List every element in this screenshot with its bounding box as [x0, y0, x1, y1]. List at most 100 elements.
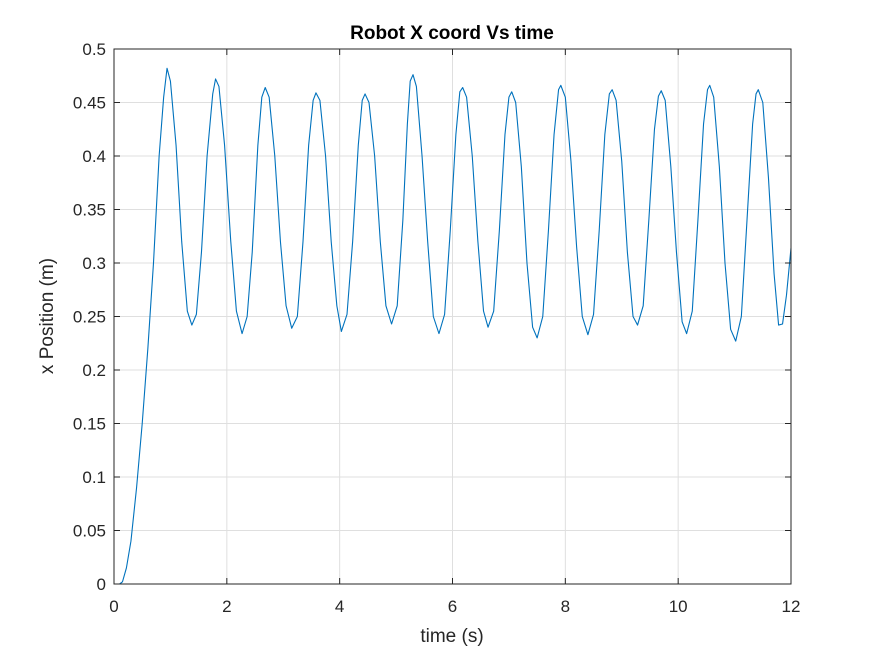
data-point	[410, 81, 411, 82]
data-point	[686, 333, 687, 334]
data-point	[269, 97, 270, 98]
data-point	[407, 123, 408, 124]
data-point	[558, 89, 559, 90]
data-point	[364, 93, 365, 94]
data-point	[147, 348, 148, 349]
x-tick-label: 4	[335, 597, 344, 616]
data-point	[682, 321, 683, 322]
data-point	[782, 323, 783, 324]
data-point	[166, 68, 167, 69]
x-tick-labels: 0 2 4 6 8 10 12	[109, 597, 800, 616]
data-point	[508, 97, 509, 98]
data-point	[477, 241, 478, 242]
data-point	[368, 102, 369, 103]
data-point	[159, 155, 160, 156]
data-point	[570, 161, 571, 162]
data-point	[187, 311, 188, 312]
data-point	[676, 252, 677, 253]
data-point	[444, 314, 445, 315]
data-point	[358, 145, 359, 146]
series-layer	[114, 67, 792, 585]
data-point	[654, 129, 655, 130]
data-point	[308, 145, 309, 146]
data-point	[297, 316, 298, 317]
data-point	[196, 314, 197, 315]
data-point	[206, 155, 207, 156]
data-point	[582, 316, 583, 317]
data-point	[773, 273, 774, 274]
data-point	[548, 230, 549, 231]
data-point	[136, 487, 137, 488]
data-point	[319, 100, 320, 101]
data-point	[604, 134, 605, 135]
data-point	[658, 95, 659, 96]
data-point	[719, 166, 720, 167]
data-point	[778, 324, 779, 325]
data-point	[511, 91, 512, 92]
data-point	[746, 220, 747, 221]
data-point	[374, 155, 375, 156]
data-point	[627, 252, 628, 253]
data-point	[236, 311, 237, 312]
data-point	[265, 87, 266, 88]
data-point	[670, 166, 671, 167]
y-tick-label: 0.5	[82, 40, 106, 59]
data-point	[247, 316, 248, 317]
series-line	[114, 67, 792, 585]
data-point	[576, 246, 577, 247]
data-point	[762, 102, 763, 103]
data-point	[724, 262, 725, 263]
y-tick-label: 0.45	[73, 94, 106, 113]
tick-marks	[113, 48, 792, 585]
data-point	[758, 89, 759, 90]
data-point	[621, 161, 622, 162]
data-point	[181, 241, 182, 242]
data-point	[218, 86, 219, 87]
y-tick-label: 0.15	[73, 415, 106, 434]
data-point	[421, 155, 422, 156]
x-tick-label: 6	[448, 597, 457, 616]
y-tick-label: 0	[97, 575, 106, 594]
data-point	[313, 100, 314, 101]
data-point	[752, 123, 753, 124]
data-point	[302, 241, 303, 242]
y-tick-label: 0.3	[82, 254, 106, 273]
data-point	[201, 252, 202, 253]
data-point	[427, 241, 428, 242]
data-point	[697, 220, 698, 221]
y-axis-label: x Position (m)	[37, 258, 58, 374]
data-point	[280, 241, 281, 242]
data-point	[637, 324, 638, 325]
data-point	[325, 155, 326, 156]
x-tick-label: 12	[782, 597, 801, 616]
data-point	[741, 316, 742, 317]
data-point	[175, 145, 176, 146]
x-axis-label: time (s)	[420, 626, 483, 647]
data-point	[462, 87, 463, 88]
data-point	[291, 328, 292, 329]
data-point	[126, 567, 127, 568]
x-tick-label: 10	[669, 597, 688, 616]
data-point	[755, 93, 756, 94]
data-point	[257, 145, 258, 146]
data-point	[609, 93, 610, 94]
data-point	[391, 323, 392, 324]
data-point	[483, 311, 484, 312]
x-tick-label: 2	[222, 597, 231, 616]
data-point	[416, 86, 417, 87]
data-point	[730, 329, 731, 330]
data-point	[130, 541, 131, 542]
data-point	[768, 177, 769, 178]
data-point	[472, 155, 473, 156]
data-point	[515, 102, 516, 103]
data-point	[648, 220, 649, 221]
data-point	[241, 333, 242, 334]
data-point	[230, 241, 231, 242]
data-point	[142, 423, 143, 424]
data-point	[212, 93, 213, 94]
data-point	[274, 155, 275, 156]
data-point	[565, 97, 566, 98]
y-tick-labels: 0 0.05 0.1 0.15 0.2 0.25 0.3 0.35 0.4 0.45 0.5	[73, 40, 106, 594]
data-point	[587, 334, 588, 335]
data-point	[703, 123, 704, 124]
